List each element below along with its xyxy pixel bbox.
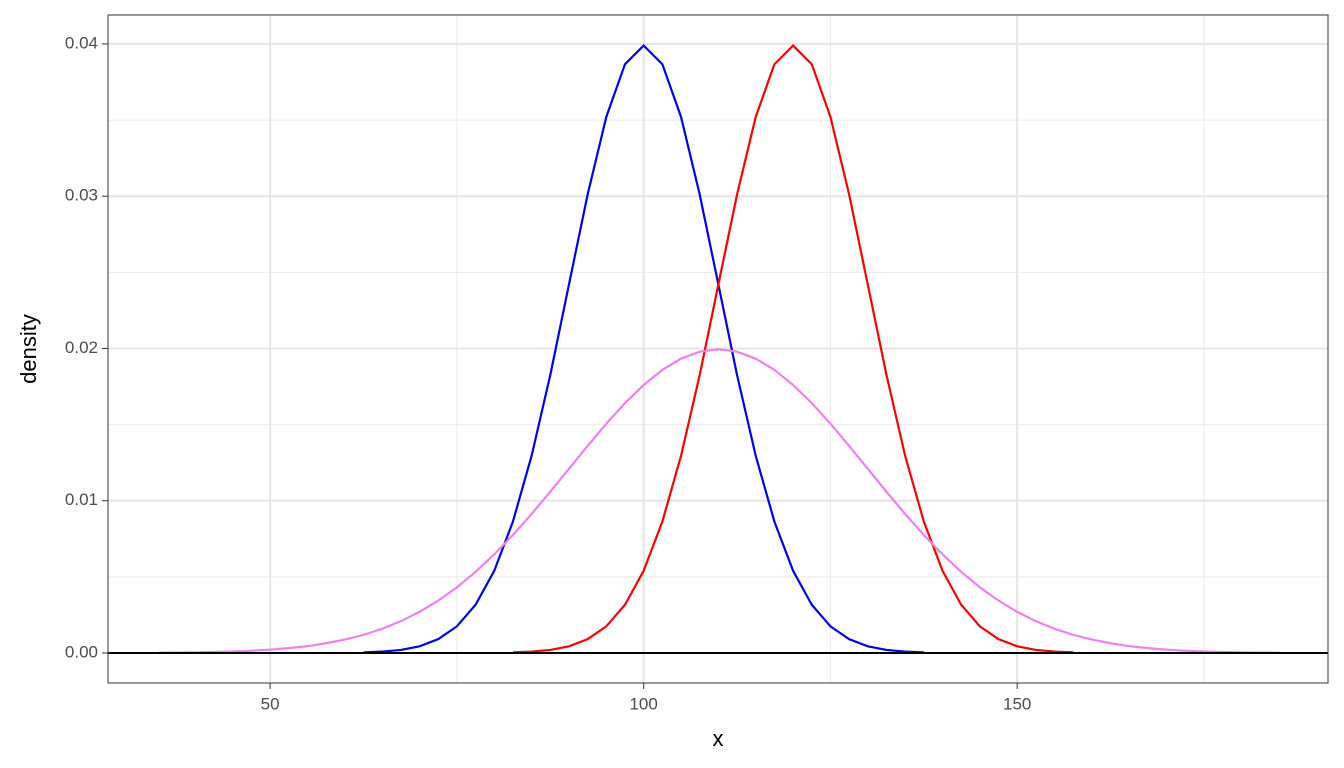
- y-tick-label: 0.03: [65, 186, 98, 205]
- x-tick-label: 150: [1003, 694, 1031, 713]
- density-line: [363, 44, 924, 654]
- density-line: [512, 44, 1074, 654]
- y-tick-label: 0.01: [65, 490, 98, 509]
- panel-border: [107, 14, 1329, 684]
- y-axis-title: density: [16, 314, 41, 384]
- y-tick-label: 0.00: [65, 642, 98, 661]
- y-tick-label: 0.02: [65, 338, 98, 357]
- x-axis-title: x: [713, 726, 724, 751]
- y-tick-label: 0.04: [65, 33, 98, 52]
- x-tick-label: 100: [629, 694, 657, 713]
- density-line: [158, 348, 1279, 654]
- x-tick-label: 50: [261, 694, 280, 713]
